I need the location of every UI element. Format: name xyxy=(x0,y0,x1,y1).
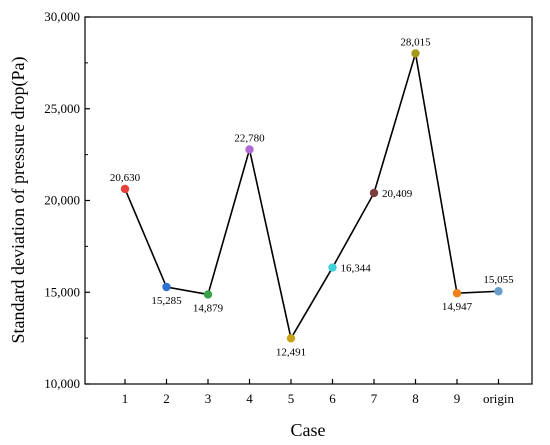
data-label: 28,015 xyxy=(400,36,431,48)
data-point xyxy=(245,145,254,154)
y-tick-label: 30,000 xyxy=(44,9,80,24)
series-line xyxy=(124,53,499,341)
data-point xyxy=(452,289,462,298)
data-label: 20,630 xyxy=(110,172,141,184)
data-label: 15,285 xyxy=(151,295,182,307)
x-axis: 1 2 3 4 5 6 7 8 9 origin xyxy=(122,379,515,406)
data-label: 20,409 xyxy=(382,188,413,200)
plot-frame xyxy=(84,16,533,385)
y-tick-label: 10,000 xyxy=(44,376,80,391)
x-tick-label: 8 xyxy=(412,391,419,406)
x-tick-label: origin xyxy=(483,391,515,406)
x-axis-title: Case xyxy=(291,420,326,440)
x-tick-label: 4 xyxy=(246,391,253,406)
data-label: 15,055 xyxy=(483,274,514,286)
y-tick-label: 25,000 xyxy=(44,101,80,116)
x-tick-label: 5 xyxy=(288,391,295,406)
y-tick-label: 15,000 xyxy=(44,284,80,299)
x-tick-label: 6 xyxy=(329,391,336,406)
x-tick-label: 2 xyxy=(163,391,170,406)
data-label: 14,879 xyxy=(193,302,224,314)
data-point xyxy=(369,188,379,198)
x-tick-label: 3 xyxy=(205,391,212,406)
y-tick-label: 20,000 xyxy=(44,193,80,208)
x-tick-label: 9 xyxy=(454,391,461,406)
data-point xyxy=(286,334,296,343)
data-label: 14,947 xyxy=(442,301,473,313)
data-label: 22,780 xyxy=(234,132,265,144)
data-label: 16,344 xyxy=(341,263,372,275)
data-point xyxy=(120,184,130,194)
data-point xyxy=(162,282,171,292)
data-point xyxy=(494,287,503,296)
data-label: 12,491 xyxy=(276,346,306,358)
data-labels: 20,630 15,285 14,879 22,780 12,491 16,344 20,4… xyxy=(110,36,514,358)
y-axis: 10,000 15,000 20,000 25,000 30,000 xyxy=(44,9,90,391)
data-points xyxy=(120,49,503,343)
data-point xyxy=(203,290,213,299)
data-point xyxy=(328,263,337,272)
x-tick-label: 7 xyxy=(371,391,378,406)
data-point xyxy=(411,49,420,58)
x-tick-label: 1 xyxy=(122,391,129,406)
y-axis-title: Standard deviation of pressure drop(Pa) xyxy=(8,57,29,344)
